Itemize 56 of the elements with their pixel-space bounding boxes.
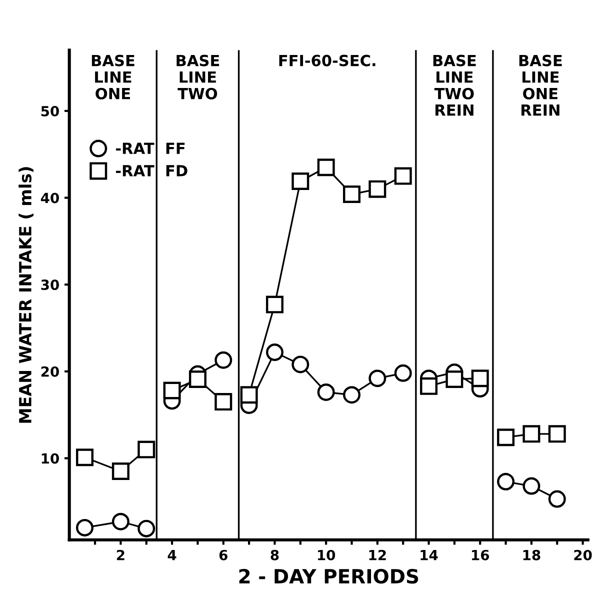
point <box>138 520 156 538</box>
point <box>342 186 360 204</box>
point <box>368 370 386 388</box>
point <box>394 364 412 382</box>
point <box>368 180 386 198</box>
legend-label: -RAT FD <box>116 165 188 176</box>
y-tick-label: 50 <box>41 106 59 116</box>
point <box>112 512 130 530</box>
point <box>163 382 181 400</box>
point <box>76 448 94 466</box>
point <box>420 377 438 395</box>
y-tick-label: 40 <box>40 192 59 204</box>
point <box>446 370 464 388</box>
point <box>317 158 335 176</box>
x-tick-label: 10 <box>318 550 336 560</box>
x-tick-label: 12 <box>369 550 386 560</box>
x-tick-label: 14 <box>420 550 438 560</box>
point <box>548 490 566 508</box>
annotation: BASE LINE TWO <box>176 54 220 100</box>
x-tick-label: 20 <box>574 550 592 560</box>
y-tick-label: 30 <box>41 280 59 290</box>
point <box>522 425 540 443</box>
x-tick-label: 4 <box>168 550 176 560</box>
y-axis-title: MEAN WATER INTAKE ( mls) <box>18 167 34 423</box>
y-tick-label: 20 <box>41 366 59 377</box>
y-tick-label: 10 <box>42 453 59 464</box>
legend-label: -RAT FF <box>116 142 185 154</box>
annotation: FFI-60-SEC. <box>279 54 376 66</box>
point <box>497 428 515 446</box>
annotation: BASE LINE TWO REIN <box>433 54 476 116</box>
point <box>292 356 310 374</box>
point <box>471 370 489 388</box>
point <box>188 370 206 388</box>
point <box>548 425 566 443</box>
point <box>214 393 232 411</box>
point <box>342 386 360 404</box>
point <box>266 296 284 314</box>
x-tick-label: 18 <box>523 550 540 560</box>
x-tick-label: 16 <box>472 550 490 560</box>
point <box>76 518 94 536</box>
point <box>266 344 284 362</box>
point <box>240 386 258 404</box>
x-tick-label: 6 <box>219 550 228 560</box>
point <box>394 167 412 185</box>
point <box>292 172 310 190</box>
point <box>214 351 232 369</box>
annotation: BASE LINE ONE <box>92 54 134 100</box>
point <box>522 477 540 495</box>
point <box>112 462 130 480</box>
point <box>497 472 515 490</box>
annotation: BASE LINE ONE REIN <box>519 54 562 116</box>
x-tick-label: 2 <box>116 550 124 560</box>
point <box>138 440 156 458</box>
x-axis-title: 2 - DAY PERIODS <box>239 568 418 584</box>
x-tick-label: 8 <box>270 550 279 560</box>
point <box>317 383 335 401</box>
